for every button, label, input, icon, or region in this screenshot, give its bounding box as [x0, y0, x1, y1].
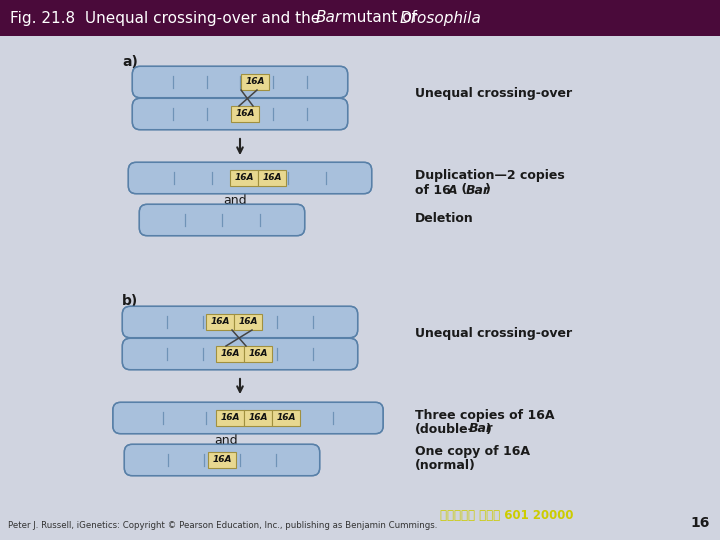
- Text: ): ): [485, 184, 491, 197]
- Text: mutant of: mutant of: [337, 10, 422, 25]
- Text: 16A: 16A: [248, 349, 268, 359]
- FancyBboxPatch shape: [0, 0, 720, 36]
- Bar: [230, 170, 258, 186]
- Text: of 16: of 16: [415, 184, 451, 197]
- Text: 16: 16: [690, 516, 710, 530]
- Text: 16A: 16A: [212, 456, 232, 464]
- Bar: [208, 452, 236, 468]
- Text: Peter J. Russell, iGenetics: Copyright © Pearson Education, Inc., publishing as : Peter J. Russell, iGenetics: Copyright ©…: [8, 521, 437, 530]
- Text: 16A: 16A: [220, 414, 240, 422]
- Text: b): b): [122, 294, 138, 308]
- Text: 台大農藝系 遣傳學 601 20000: 台大農藝系 遣傳學 601 20000: [440, 509, 574, 522]
- Text: and: and: [214, 434, 238, 447]
- FancyBboxPatch shape: [132, 98, 348, 130]
- Bar: [272, 410, 300, 426]
- Bar: [206, 314, 234, 330]
- Bar: [244, 346, 272, 362]
- Text: (double-: (double-: [415, 422, 474, 435]
- Text: and: and: [223, 193, 247, 206]
- Text: 16A: 16A: [246, 78, 265, 86]
- FancyBboxPatch shape: [122, 306, 358, 338]
- Text: Three copies of 16A: Three copies of 16A: [415, 408, 554, 422]
- FancyBboxPatch shape: [125, 444, 320, 476]
- Text: Fig. 21.8  Unequal crossing-over and the: Fig. 21.8 Unequal crossing-over and the: [10, 10, 325, 25]
- Text: 16A: 16A: [210, 318, 230, 327]
- Text: 16A: 16A: [235, 110, 255, 118]
- Text: 16A: 16A: [276, 414, 296, 422]
- Text: Drosophila: Drosophila: [400, 10, 482, 25]
- Text: 16A: 16A: [238, 318, 258, 327]
- Text: (: (: [457, 184, 467, 197]
- Text: Bar: Bar: [469, 422, 493, 435]
- Text: Bar: Bar: [466, 184, 490, 197]
- Text: (normal): (normal): [415, 460, 476, 472]
- Bar: [216, 346, 244, 362]
- FancyBboxPatch shape: [113, 402, 383, 434]
- FancyBboxPatch shape: [140, 204, 305, 235]
- Bar: [234, 314, 262, 330]
- Bar: [258, 170, 286, 186]
- Text: Deletion: Deletion: [415, 212, 474, 225]
- Text: A: A: [448, 184, 458, 197]
- Bar: [244, 410, 272, 426]
- Bar: [216, 410, 244, 426]
- Text: Unequal crossing-over: Unequal crossing-over: [415, 86, 572, 99]
- FancyBboxPatch shape: [128, 163, 372, 194]
- Bar: [241, 74, 269, 90]
- Text: 16A: 16A: [248, 414, 268, 422]
- Text: 16A: 16A: [262, 173, 282, 183]
- Text: Unequal crossing-over: Unequal crossing-over: [415, 327, 572, 340]
- Text: 16A: 16A: [234, 173, 253, 183]
- Text: Bar: Bar: [316, 10, 342, 25]
- Text: a): a): [122, 55, 138, 69]
- FancyBboxPatch shape: [132, 66, 348, 98]
- Text: Duplication—2 copies: Duplication—2 copies: [415, 170, 564, 183]
- Text: 16A: 16A: [220, 349, 240, 359]
- Text: ): ): [486, 422, 492, 435]
- Text: One copy of 16A: One copy of 16A: [415, 446, 530, 458]
- Bar: [231, 106, 259, 122]
- FancyBboxPatch shape: [122, 339, 358, 370]
